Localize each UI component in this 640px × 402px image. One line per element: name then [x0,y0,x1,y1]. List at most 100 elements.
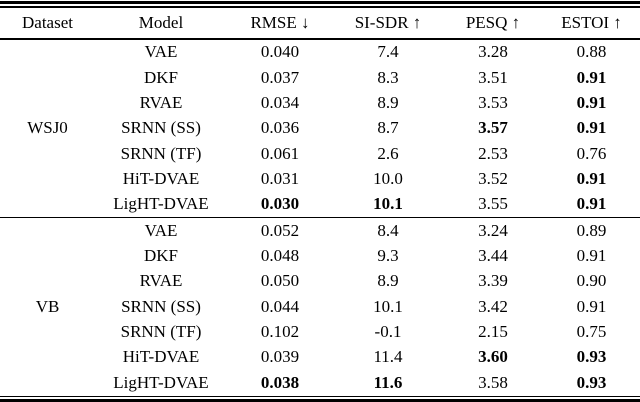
pesq-cell: 3.58 [478,372,508,392]
estoi-cell: 0.93 [576,372,607,392]
sisdr-cell: -0.1 [374,322,402,342]
table-row: VB VAE 0.052 8.4 3.24 0.89 [0,218,640,316]
sisdr-cell: 8.9 [377,271,399,291]
model-cell: SRNN (SS) [121,118,201,138]
model-cell: LigHT-DVAE [113,194,209,214]
sisdr-cell: 2.6 [377,143,399,163]
section-wsj0: WSJ0 VAE 0.040 7.4 3.28 0.88 DKF 0.037 8… [0,39,640,218]
table-row: LigHT-DVAE 0.038 11.6 3.58 0.93 [0,370,640,395]
estoi-cell: 0.89 [576,220,607,240]
estoi-cell: 0.90 [576,271,607,291]
sisdr-cell: 9.3 [377,246,399,266]
estoi-cell: 0.88 [576,42,607,62]
model-cell: VAE [144,42,178,62]
table-row: RVAE 0.050 8.9 3.39 0.90 [0,269,640,294]
table-row: SRNN (SS) 0.044 10.1 3.42 0.91 [0,294,640,319]
sisdr-cell: 10.1 [373,194,403,214]
model-cell: DKF [143,246,178,266]
model-cell: HiT-DVAE [122,168,200,188]
model-cell: SRNN (TF) [120,322,202,342]
estoi-cell: 0.75 [576,322,607,342]
column-header-rmse: RMSE ↓ [227,7,333,40]
pesq-cell: 2.53 [478,143,508,163]
sisdr-cell: 11.4 [373,347,403,367]
pesq-cell: 3.60 [478,347,508,367]
column-header-pesq: PESQ ↑ [443,7,543,40]
column-header-sisdr: SI-SDR ↑ [333,7,443,40]
table-row: DKF 0.048 9.3 3.44 0.91 [0,243,640,268]
sisdr-cell: 10.1 [373,296,403,316]
sisdr-cell: 8.9 [377,92,399,112]
table-row: RVAE 0.034 8.9 3.53 0.91 [0,90,640,115]
rmse-cell: 0.102 [260,322,300,342]
rmse-cell: 0.061 [260,143,300,163]
rmse-cell: 0.031 [260,168,300,188]
dataset-cell: VB [35,296,60,316]
model-cell: SRNN (SS) [121,296,201,316]
bottom-rule-inner [0,395,640,397]
section-vb: VB VAE 0.052 8.4 3.24 0.89 DKF 0.048 9.3… [0,218,640,396]
pesq-cell: 3.24 [478,220,508,240]
table-row: SRNN (TF) 0.061 2.6 2.53 0.76 [0,141,640,166]
rmse-cell: 0.037 [260,67,300,87]
sisdr-cell: 11.6 [373,372,403,392]
pesq-cell: 3.53 [478,92,508,112]
model-cell: DKF [143,67,178,87]
estoi-cell: 0.91 [576,92,607,112]
table-row: LigHT-DVAE 0.030 10.1 3.55 0.91 [0,192,640,218]
model-cell: LigHT-DVAE [113,372,209,392]
rmse-cell: 0.048 [260,246,300,266]
table-row: SRNN (SS) 0.036 8.7 3.57 0.91 [0,116,640,141]
model-cell: SRNN (TF) [120,143,202,163]
estoi-cell: 0.91 [576,296,607,316]
top-rule-inner [0,6,640,8]
rmse-cell: 0.050 [260,271,300,291]
rmse-cell: 0.036 [260,118,300,138]
estoi-cell: 0.93 [576,347,607,367]
estoi-cell: 0.91 [576,67,607,87]
estoi-cell: 0.91 [576,194,607,214]
rmse-cell: 0.039 [260,347,300,367]
pesq-cell: 3.39 [478,271,508,291]
pesq-cell: 3.42 [478,296,508,316]
model-cell: RVAE [139,92,183,112]
pesq-cell: 3.55 [478,194,508,214]
column-header-model: Model [95,7,227,40]
rmse-cell: 0.052 [260,220,300,240]
table-row: DKF 0.037 8.3 3.51 0.91 [0,65,640,90]
table-row: WSJ0 VAE 0.040 7.4 3.28 0.88 [0,39,640,137]
sisdr-cell: 7.4 [377,42,399,62]
sisdr-cell: 8.7 [377,118,399,138]
pesq-cell: 3.44 [478,246,508,266]
estoi-cell: 0.91 [576,118,607,138]
column-header-dataset: Dataset [0,7,95,40]
model-cell: HiT-DVAE [122,347,200,367]
pesq-cell: 3.57 [478,118,508,138]
results-table: Dataset Model RMSE ↓ SI-SDR ↑ PESQ ↑ EST… [0,7,640,396]
table-row: HiT-DVAE 0.039 11.4 3.60 0.93 [0,345,640,370]
rmse-cell: 0.044 [260,296,300,316]
estoi-cell: 0.91 [576,246,607,266]
pesq-cell: 3.52 [478,168,508,188]
pesq-cell: 3.51 [478,67,508,87]
sisdr-cell: 8.3 [377,67,399,87]
column-header-estoi: ESTOI ↑ [543,7,640,40]
bottom-rule-outer [0,399,640,402]
model-cell: RVAE [139,271,183,291]
model-cell: VAE [144,220,178,240]
pesq-cell: 3.28 [478,42,508,62]
estoi-cell: 0.91 [576,168,607,188]
rmse-cell: 0.038 [260,372,300,392]
table-row: HiT-DVAE 0.031 10.0 3.52 0.91 [0,166,640,191]
rmse-cell: 0.030 [260,194,300,214]
dataset-cell: WSJ0 [27,118,68,138]
top-rule-outer [0,1,640,4]
sisdr-cell: 8.4 [377,220,399,240]
pesq-cell: 2.15 [478,322,508,342]
rmse-cell: 0.034 [260,92,300,112]
header-row: Dataset Model RMSE ↓ SI-SDR ↑ PESQ ↑ EST… [0,7,640,40]
rmse-cell: 0.040 [260,42,300,62]
estoi-cell: 0.76 [576,143,607,163]
sisdr-cell: 10.0 [373,168,403,188]
